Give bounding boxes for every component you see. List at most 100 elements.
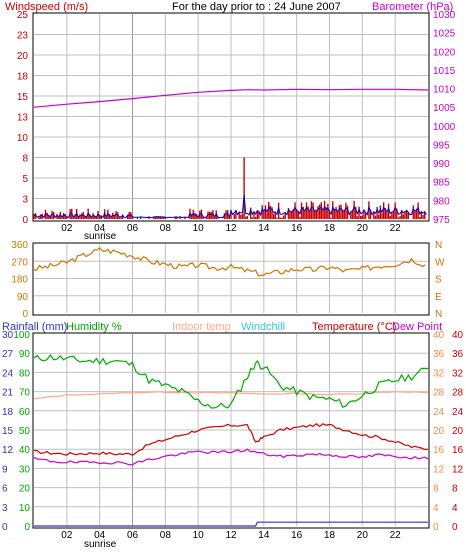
temp-x-tick-label: 22 — [390, 530, 402, 541]
rainfall-tick-labels: 0 3 6 9 12 15 18 21 24 27 30 — [2, 330, 14, 533]
windspeed-tick-label: 3 — [22, 195, 28, 206]
direction-degree-tick-label: 360 — [11, 240, 28, 251]
temp-x-tick-label: 04 — [94, 530, 106, 541]
humidity-tick-label: 10 — [19, 503, 31, 514]
wind-gridlines — [34, 14, 428, 219]
indoor-temp-tick-labels: 0 4 8 12 16 20 24 28 32 36 40 — [433, 330, 445, 533]
direction-degree-tick-label: 180 — [11, 275, 28, 286]
wind-x-tick-label: 06 — [127, 223, 139, 234]
rainfall-tick-label: 9 — [2, 464, 8, 475]
direction-compass-tick-label: S — [435, 275, 442, 286]
rainfall-tick-label: 21 — [2, 388, 14, 399]
wind-x-tick-labels: 02 04 06 08 10 12 14 16 18 20 22 — [61, 223, 401, 234]
indoor-temp-tick-label: 8 — [433, 484, 439, 495]
rainfall-tick-label: 18 — [2, 407, 14, 418]
windspeed-tick-label: 8 — [22, 154, 28, 165]
wind-x-tick-label: 18 — [324, 223, 336, 234]
temperature-tick-label: 12 — [452, 464, 464, 475]
humidity-tick-label: 30 — [19, 464, 31, 475]
temperature-humidity-panel: Rainfall (mm) Humidity % Indoor temp Win… — [2, 321, 464, 550]
wind-x-tick-label: 22 — [390, 223, 402, 234]
wind-x-tick-label: 02 — [61, 223, 73, 234]
indoor-temp-line — [33, 390, 429, 400]
temperature-label: Temperature (°C) — [312, 321, 396, 333]
barometer-tick-label: 1030 — [433, 10, 456, 21]
windspeed-average-line — [33, 194, 427, 219]
humidity-tick-label: 80 — [19, 368, 31, 379]
barometer-tick-label: 995 — [433, 140, 450, 151]
humidity-label: Humidity % — [66, 321, 122, 333]
dew-point-line — [33, 448, 429, 466]
rainfall-tick-label: 27 — [2, 349, 14, 360]
windspeed-tick-label: 20 — [17, 51, 29, 62]
indoor-temp-tick-label: 36 — [433, 349, 445, 360]
chart-title: For the day prior to : 24 June 2007 — [172, 1, 341, 13]
indoor-temp-label: Indoor temp — [172, 321, 231, 333]
temp-x-tick-label: 06 — [127, 530, 139, 541]
temp-x-tick-label: 12 — [225, 530, 237, 541]
rainfall-line — [34, 521, 428, 527]
temperature-tick-label: 0 — [452, 522, 458, 533]
windspeed-tick-label: 0 — [22, 215, 28, 226]
barometer-axis-label: Barometer (hPa) — [372, 1, 453, 13]
temp-x-tick-label: 14 — [258, 530, 270, 541]
direction-degree-tick-label: 0 — [22, 309, 28, 320]
barometer-tick-label: 1005 — [433, 103, 456, 114]
humidity-tick-label: 90 — [19, 349, 31, 360]
temperature-tick-label: 20 — [452, 426, 464, 437]
temp-x-tick-label: 18 — [324, 530, 336, 541]
wind-x-tick-label: 20 — [357, 223, 369, 234]
temperature-tick-label: 8 — [452, 484, 458, 495]
temp-gridlines — [34, 334, 428, 526]
windspeed-tick-labels: 0 3 5 8 10 13 15 18 20 23 25 — [17, 10, 29, 226]
barometer-tick-label: 975 — [433, 215, 450, 226]
barometer-tick-label: 990 — [433, 159, 450, 170]
temperature-tick-label: 28 — [452, 388, 464, 399]
temperature-tick-label: 36 — [452, 349, 464, 360]
direction-compass-tick-label: N — [435, 240, 442, 251]
indoor-temp-tick-label: 28 — [433, 388, 445, 399]
temp-x-tick-label: 08 — [160, 530, 172, 541]
windspeed-tick-label: 13 — [17, 113, 29, 124]
windspeed-tick-label: 5 — [22, 174, 28, 185]
rainfall-tick-label: 12 — [2, 445, 14, 456]
temperature-tick-label: 24 — [452, 407, 464, 418]
temperature-tick-label: 4 — [452, 503, 458, 514]
windspeed-tick-label: 18 — [17, 72, 29, 83]
humidity-line — [33, 353, 429, 409]
rainfall-label: Rainfall (mm) — [2, 321, 67, 333]
humidity-tick-label: 70 — [19, 388, 31, 399]
temp-x-tick-label: 20 — [357, 530, 369, 541]
temperature-tick-labels: 0 4 8 12 16 20 24 28 32 36 40 — [452, 330, 464, 533]
temp-x-tick-labels: 02 04 06 08 10 12 14 16 18 20 22 — [61, 530, 401, 541]
wind-x-tick-label: 16 — [291, 223, 303, 234]
humidity-tick-labels: 0 10 20 30 40 50 60 70 80 90 100 — [13, 330, 30, 533]
wind-x-tick-label: 08 — [160, 223, 172, 234]
rainfall-tick-label: 15 — [2, 426, 14, 437]
barometer-tick-label: 1020 — [433, 47, 456, 58]
temp-x-tick-label: 10 — [193, 530, 205, 541]
indoor-temp-tick-label: 24 — [433, 407, 445, 418]
direction-degree-tick-label: 90 — [17, 292, 29, 303]
indoor-temp-tick-label: 20 — [433, 426, 445, 437]
barometer-tick-label: 1025 — [433, 29, 456, 40]
temperature-tick-label: 16 — [452, 445, 464, 456]
barometer-tick-label: 980 — [433, 196, 450, 207]
wind-x-tick-label: 04 — [94, 223, 106, 234]
windspeed-axis-label: Windspeed (m/s) — [5, 1, 88, 13]
direction-degree-tick-label: 270 — [11, 257, 28, 268]
temp-x-tick-label: 16 — [291, 530, 303, 541]
direction-degree-tick-labels: 0 90 180 270 360 — [11, 240, 28, 320]
temperature-tick-label: 40 — [452, 330, 464, 341]
windspeed-tick-label: 15 — [17, 92, 29, 103]
wind-x-tick-label: 14 — [258, 223, 270, 234]
direction-compass-tick-label: W — [435, 257, 445, 268]
humidity-tick-label: 40 — [19, 445, 31, 456]
rainfall-tick-label: 0 — [2, 522, 8, 533]
barometer-line — [33, 88, 429, 108]
windspeed-tick-label: 23 — [17, 31, 29, 42]
indoor-temp-tick-label: 0 — [433, 522, 439, 533]
